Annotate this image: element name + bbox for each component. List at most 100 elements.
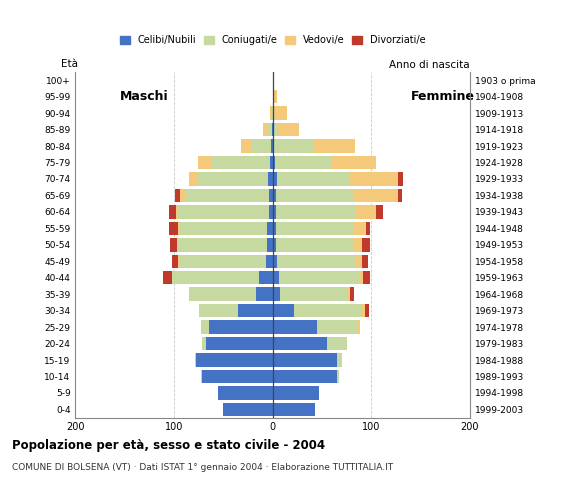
Bar bbox=[185, 189, 269, 202]
Bar bbox=[277, 172, 350, 186]
Bar bbox=[273, 304, 294, 317]
Bar bbox=[201, 370, 202, 383]
Bar bbox=[263, 123, 268, 136]
Bar bbox=[356, 205, 376, 218]
Bar bbox=[362, 254, 368, 268]
Bar bbox=[276, 238, 354, 252]
Bar bbox=[267, 222, 273, 235]
Bar bbox=[356, 254, 362, 268]
Legend: Celibi/Nubili, Coniugati/e, Vedovi/e, Divorziati/e: Celibi/Nubili, Coniugati/e, Vedovi/e, Di… bbox=[120, 36, 425, 46]
Bar bbox=[354, 238, 362, 252]
Bar bbox=[189, 172, 197, 186]
Bar bbox=[271, 107, 273, 120]
Bar bbox=[367, 222, 370, 235]
Bar bbox=[268, 123, 271, 136]
Bar bbox=[365, 304, 369, 317]
Bar bbox=[294, 304, 361, 317]
Bar bbox=[273, 370, 337, 383]
Bar bbox=[266, 254, 273, 268]
Bar bbox=[251, 139, 271, 153]
Bar bbox=[354, 222, 367, 235]
Bar bbox=[269, 205, 273, 218]
Bar bbox=[177, 238, 178, 252]
Bar bbox=[273, 386, 319, 400]
Bar bbox=[332, 156, 376, 169]
Bar bbox=[277, 254, 356, 268]
Bar bbox=[223, 403, 273, 416]
Bar bbox=[202, 370, 273, 383]
Bar bbox=[170, 238, 177, 252]
Bar bbox=[198, 156, 212, 169]
Bar bbox=[273, 337, 327, 350]
Bar bbox=[314, 139, 356, 153]
Bar bbox=[269, 189, 273, 202]
Bar bbox=[398, 189, 402, 202]
Bar bbox=[259, 271, 273, 285]
Bar bbox=[273, 73, 274, 87]
Bar bbox=[179, 254, 266, 268]
Bar bbox=[327, 337, 347, 350]
Bar bbox=[354, 189, 398, 202]
Bar bbox=[274, 156, 332, 169]
Bar bbox=[197, 172, 268, 186]
Bar bbox=[273, 189, 275, 202]
Bar bbox=[317, 320, 358, 334]
Bar bbox=[163, 271, 172, 285]
Bar bbox=[273, 271, 278, 285]
Bar bbox=[205, 337, 273, 350]
Bar bbox=[172, 271, 259, 285]
Bar bbox=[273, 353, 337, 367]
Bar bbox=[180, 222, 267, 235]
Text: Popolazione per età, sesso e stato civile - 2004: Popolazione per età, sesso e stato civil… bbox=[12, 439, 325, 452]
Bar bbox=[267, 238, 273, 252]
Bar bbox=[180, 189, 185, 202]
Bar bbox=[274, 107, 288, 120]
Bar bbox=[273, 238, 275, 252]
Text: Età: Età bbox=[61, 59, 78, 69]
Bar bbox=[376, 205, 383, 218]
Bar bbox=[337, 370, 339, 383]
Bar bbox=[195, 353, 273, 367]
Bar bbox=[219, 386, 273, 400]
Bar bbox=[270, 156, 273, 169]
Text: Femmine: Femmine bbox=[411, 90, 474, 103]
Bar bbox=[176, 205, 178, 218]
Bar bbox=[209, 320, 273, 334]
Bar bbox=[273, 205, 275, 218]
Bar bbox=[172, 254, 178, 268]
Bar bbox=[270, 107, 271, 120]
Bar bbox=[271, 123, 273, 136]
Bar bbox=[189, 288, 256, 301]
Bar bbox=[273, 403, 315, 416]
Bar bbox=[178, 205, 269, 218]
Bar bbox=[276, 189, 354, 202]
Bar bbox=[178, 222, 180, 235]
Bar bbox=[175, 189, 180, 202]
Bar bbox=[398, 172, 403, 186]
Bar bbox=[350, 172, 398, 186]
Bar bbox=[273, 254, 277, 268]
Bar bbox=[280, 288, 347, 301]
Bar bbox=[268, 172, 273, 186]
Bar bbox=[358, 320, 360, 334]
Bar bbox=[276, 205, 357, 218]
Bar bbox=[273, 139, 314, 153]
Bar bbox=[278, 271, 360, 285]
Bar bbox=[350, 288, 354, 301]
Bar bbox=[273, 172, 277, 186]
Bar bbox=[212, 156, 270, 169]
Bar bbox=[273, 156, 274, 169]
Bar bbox=[241, 139, 251, 153]
Bar bbox=[238, 304, 273, 317]
Bar bbox=[273, 90, 277, 103]
Bar bbox=[361, 304, 365, 317]
Bar bbox=[363, 271, 370, 285]
Bar bbox=[278, 123, 299, 136]
Bar bbox=[273, 288, 280, 301]
Bar bbox=[169, 222, 178, 235]
Bar bbox=[276, 222, 354, 235]
Text: Maschi: Maschi bbox=[120, 90, 168, 103]
Bar bbox=[256, 288, 273, 301]
Bar bbox=[178, 254, 179, 268]
Bar bbox=[362, 238, 370, 252]
